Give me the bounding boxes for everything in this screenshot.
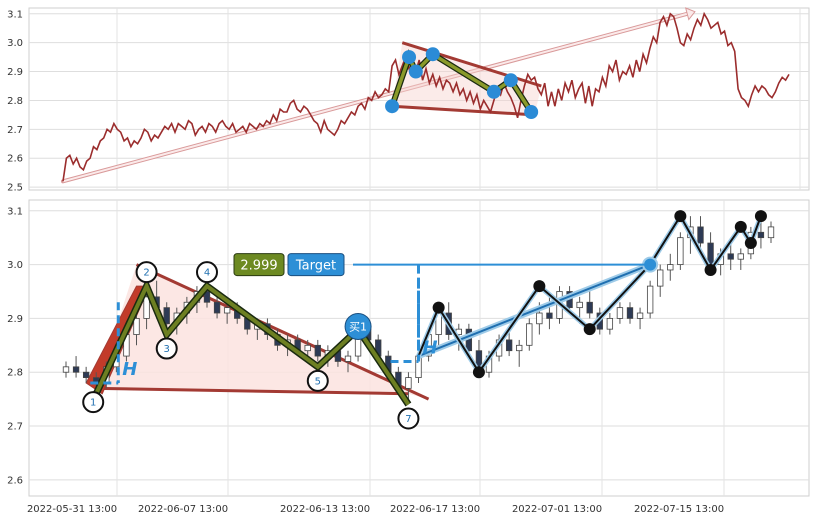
candle-body — [546, 312, 553, 319]
candle-body — [727, 253, 734, 260]
candle-body — [62, 366, 70, 373]
overview-pattern-dot — [503, 73, 518, 88]
pattern-point-label: 2 — [143, 268, 149, 279]
candle-ytick-label: 2.8 — [7, 368, 23, 379]
pattern-point-marker — [196, 261, 218, 284]
overview-ytick-label: 2.6 — [7, 154, 23, 165]
candle-body — [304, 344, 311, 352]
h-marker-label: H — [122, 359, 137, 380]
candle-body — [616, 307, 624, 319]
zigzag-point — [704, 263, 717, 276]
candle-body — [223, 307, 231, 314]
candle-body — [626, 307, 634, 319]
candlestick-panel: 2.6 2.7 2.8 2.9 3.0 3.1 2022-05-31 13:00 2022-0… — [7, 199, 810, 515]
target-pill-label: Target — [295, 259, 336, 274]
target-pill — [287, 253, 345, 277]
candle-body — [405, 377, 412, 389]
candle-body — [657, 269, 664, 287]
zigzag-point — [734, 220, 747, 233]
candle-xtick-label: 2022-06-17 13:00 — [390, 504, 480, 515]
candle-body — [133, 317, 140, 335]
pattern-point-marker — [135, 261, 158, 284]
candle-xtick-label: 2022-07-15 13:00 — [634, 504, 724, 515]
pattern-channel-lower — [96, 386, 409, 396]
overview-ytick-label: 3.0 — [7, 38, 23, 49]
zigzag-point — [533, 280, 546, 293]
candle-body — [526, 323, 533, 346]
pattern-point-marker — [155, 337, 178, 360]
price-pill — [233, 253, 285, 277]
candle-body — [72, 366, 80, 373]
pattern-point-marker — [397, 407, 420, 430]
overview-pattern-dot — [524, 105, 539, 119]
candle-body — [677, 237, 684, 265]
buy-marker-label: 买1 — [349, 320, 367, 333]
zigzag-point — [472, 366, 485, 379]
overview-pattern-dot — [385, 99, 400, 114]
candle-body — [536, 312, 543, 325]
h-marker-label: H — [423, 337, 438, 358]
candle-body — [707, 242, 714, 265]
overview-ytick-label: 2.5 — [7, 183, 23, 194]
candle-ytick-label: 2.6 — [7, 475, 23, 486]
candle-body — [586, 301, 593, 314]
pattern-point-label: 1 — [90, 398, 96, 409]
overview-price-line — [62, 11, 790, 182]
overview-pattern-dot — [402, 50, 417, 65]
candle-xtick-label: 2022-05-31 13:00 — [27, 504, 117, 515]
pattern-point-label: 7 — [405, 414, 411, 425]
candle-body — [505, 339, 513, 352]
candle-body — [143, 296, 150, 319]
candle-body — [606, 317, 614, 330]
pattern-point-marker — [82, 391, 105, 414]
overview-line-panel: 2.5 2.6 2.7 2.8 2.9 3.0 3.1 — [7, 7, 810, 194]
candle-body — [344, 355, 352, 362]
candle-xtick-label: 2022-06-13 13:00 — [280, 504, 370, 515]
zigzag-point — [583, 323, 596, 336]
candle-xtick-label: 2022-07-01 13:00 — [512, 504, 602, 515]
trend-arrow-head — [684, 7, 696, 21]
pattern-point-label: 4 — [204, 268, 210, 279]
candle-body — [737, 253, 744, 260]
overview-pattern-dot — [486, 84, 501, 99]
candle-body — [636, 312, 644, 319]
overview-ytick-label: 2.7 — [7, 125, 23, 136]
candle-body — [576, 301, 583, 309]
candle-body — [82, 371, 90, 378]
pattern-channel-fill — [96, 264, 429, 400]
candle-ytick-label: 3.0 — [7, 260, 23, 271]
candle-body — [646, 285, 654, 314]
pattern-point-marker — [306, 369, 329, 392]
trend-arrow-shaft-inner — [62, 12, 688, 183]
zigzag-point — [432, 301, 445, 314]
buy-marker — [344, 312, 372, 340]
candle-body — [314, 344, 321, 357]
candle-ytick-label: 2.7 — [7, 422, 23, 433]
zigzag-point — [674, 210, 687, 223]
candle-body — [667, 264, 674, 271]
pattern-channel-upper — [135, 263, 430, 401]
candle-xtick-label: 2022-06-07 13:00 — [138, 504, 228, 515]
overview-ytick-label: 3.1 — [7, 9, 23, 20]
candle-body — [163, 307, 170, 325]
overview-pattern-dot — [425, 47, 440, 62]
overview-channel-upper — [401, 41, 542, 88]
candle-body — [757, 231, 765, 239]
candle-body — [213, 301, 221, 314]
overview-pattern-dot — [408, 64, 423, 79]
overview-ytick-label: 2.8 — [7, 96, 23, 107]
overview-ytick-label: 2.9 — [7, 67, 23, 78]
candle-body — [516, 344, 523, 352]
zigzag-point — [754, 210, 767, 223]
zigzag-point — [744, 237, 757, 250]
pattern-point-label: 3 — [164, 344, 170, 355]
candle-ytick-label: 3.1 — [7, 206, 23, 217]
candle-body — [767, 226, 775, 239]
overview-channel-lower — [391, 104, 535, 117]
candle-ytick-label: 2.9 — [7, 314, 23, 325]
pattern-point-label: 5 — [315, 376, 321, 387]
candle-body — [697, 226, 704, 244]
price-pill-label: 2.999 — [240, 259, 277, 274]
